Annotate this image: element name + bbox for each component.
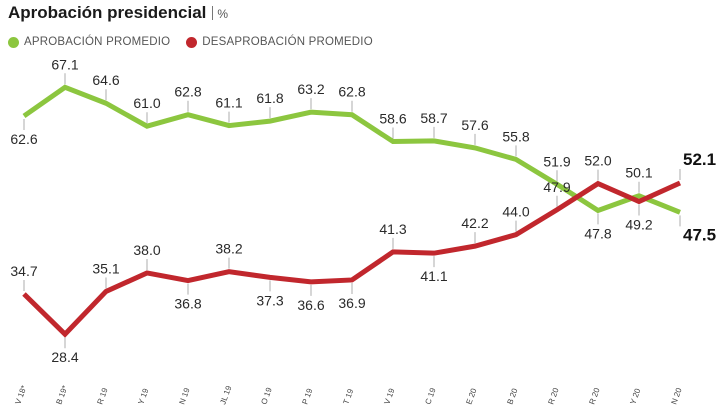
approval-label-10: 58.7 [420,110,447,126]
approval-label-3: 61.0 [133,95,160,111]
x-tick-label-8: T 19 [341,387,355,405]
legend: APROBACIÓN PROMEDIO DESAPROBACIÓN PROMED… [8,36,389,48]
x-tick-label-5: JL 19 [218,384,233,405]
approval-label-1: 67.1 [51,56,78,72]
legend-item-approval: APROBACIÓN PROMEDIO [8,36,170,48]
x-tick-label-1: B 19* [54,384,69,405]
disapproval-label-4: 36.8 [174,296,201,312]
disapproval-label-2: 35.1 [92,260,119,276]
chart-title: Aprobación presidencial [8,3,207,22]
disapproval-label-9: 41.3 [379,221,406,237]
approval-label-16: 47.5 [683,225,716,244]
legend-item-disapproval: DESAPROBACIÓN PROMEDIO [186,36,373,48]
disapproval-label-8: 36.9 [338,295,365,311]
x-tick-label-4: N 19 [177,386,191,405]
x-tick-label-6: O 19 [259,386,274,405]
approval-label-5: 61.1 [215,95,242,111]
disapproval-label-3: 38.0 [133,242,160,258]
x-tick-label-10: C 19 [423,386,437,405]
approval-label-0: 62.6 [10,131,37,147]
approval-label-2: 64.6 [92,72,119,88]
approval-label-15: 50.1 [625,165,652,181]
title-separator [212,6,214,20]
disapproval-label-16: 52.1 [683,150,716,169]
disapproval-label-5: 38.2 [215,241,242,257]
disapproval-label-6: 37.3 [256,292,283,308]
disapproval-label-13: 47.9 [543,179,570,195]
disapproval-label-12: 44.0 [502,204,529,220]
x-tick-label-13: R 20 [546,386,560,405]
unit-label: % [217,7,229,21]
x-tick-label-14: R 20 [587,386,601,405]
approval-label-7: 63.2 [297,81,324,97]
legend-swatch-disapproval [186,36,198,48]
series-disapproval-line [22,180,682,338]
approval-label-14: 47.8 [584,225,611,241]
x-tick-label-16: N 20 [669,386,683,405]
legend-label-approval: APROBACIÓN PROMEDIO [24,36,171,48]
disapproval-label-14: 52.0 [584,153,611,169]
x-tick-label-3: Y 19 [136,387,150,405]
approval-label-9: 58.6 [379,111,406,127]
disapproval-label-7: 36.6 [297,297,324,313]
legend-label-disapproval: DESAPROBACIÓN PROMEDIO [202,36,373,48]
x-tick-label-7: P 19 [300,387,314,405]
x-tick-label-11: E 20 [464,387,478,405]
x-tick-label-2: R 19 [95,386,109,405]
approval-label-8: 62.8 [338,84,365,100]
x-tick-label-15: Y 20 [628,387,642,405]
x-tick-label-0: V 18* [13,384,28,405]
approval-label-6: 61.8 [256,90,283,106]
approval-label-12: 55.8 [502,128,529,144]
approval-label-4: 62.8 [174,84,201,100]
disapproval-label-15: 49.2 [625,216,652,232]
x-tick-label-9: V 19 [382,387,396,405]
disapproval-label-1: 28.4 [51,349,78,365]
x-tick-label-12: B 20 [505,387,519,405]
disapproval-label-11: 42.2 [461,215,488,231]
chart-header: Aprobación presidencial % [8,3,228,27]
approval-label-11: 57.6 [461,117,488,133]
disapproval-label-10: 41.1 [420,268,447,284]
legend-swatch-approval [8,36,19,48]
series-approval-line [22,84,681,215]
disapproval-label-0: 34.7 [10,263,37,279]
approval-label-13: 51.9 [543,153,570,169]
